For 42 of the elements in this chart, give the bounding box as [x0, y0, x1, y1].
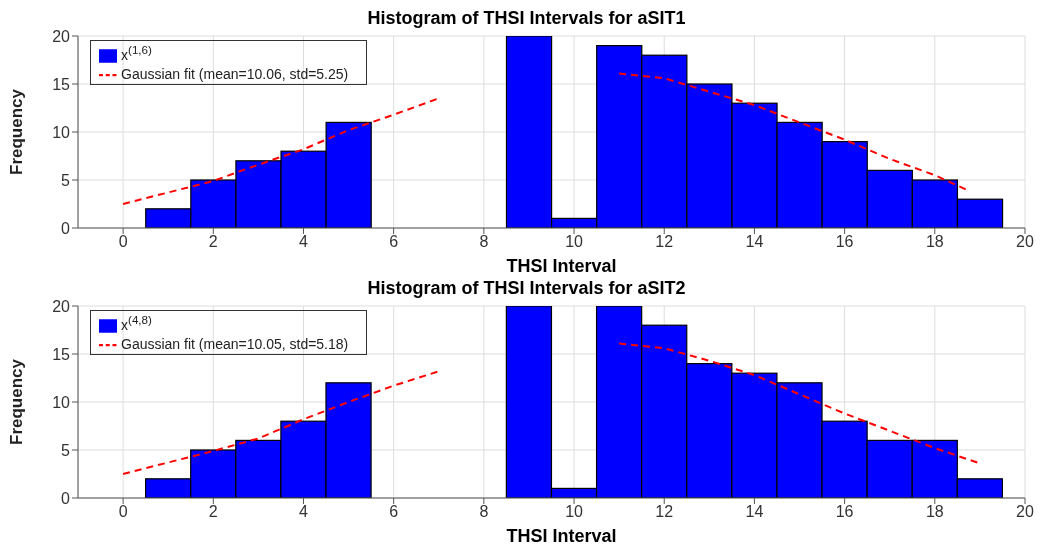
x-tick-label: 12: [655, 233, 674, 251]
chart-title: Histogram of THSI Intervals for aSIT2: [367, 278, 686, 298]
x-tick-label: 4: [299, 233, 309, 251]
y-tick-label: 15: [52, 345, 71, 363]
x-tick-label: 20: [1016, 503, 1034, 521]
y-tick-label: 0: [61, 219, 71, 237]
x-tick-label: 14: [745, 503, 764, 521]
x-tick-label: 16: [835, 233, 854, 251]
legend-label: Gaussian fit (mean=10.06, std=5.25): [121, 65, 349, 82]
x-tick-label: 8: [479, 233, 489, 251]
y-tick-label: 10: [52, 123, 71, 141]
x-tick-label: 0: [118, 503, 128, 521]
legend-label: Gaussian fit (mean=10.05, std=5.18): [121, 335, 349, 352]
x-tick-label: 4: [299, 503, 309, 521]
y-tick-label: 15: [52, 75, 71, 93]
y-tick-label: 5: [61, 441, 71, 459]
chart-title: Histogram of THSI Intervals for aSIT1: [367, 8, 686, 28]
y-tick-label: 10: [52, 393, 71, 411]
x-tick-label: 18: [925, 233, 944, 251]
x-tick-label: 8: [479, 503, 489, 521]
x-tick-label: 2: [208, 233, 218, 251]
x-axis-title: THSI Interval: [505, 526, 618, 548]
x-tick-label: 6: [389, 503, 399, 521]
legend-label: x$^{(4,8)}$: [121, 313, 152, 333]
x-tick-label: 0: [118, 233, 128, 251]
legend-label: x$^{(1,6)}$: [121, 43, 152, 63]
y-axis-title: Frequency: [7, 88, 27, 175]
x-tick-label: 12: [655, 503, 674, 521]
x-tick-label: 18: [925, 503, 944, 521]
x-tick-label: 10: [565, 503, 584, 521]
x-tick-label: 2: [208, 503, 218, 521]
x-tick-label: 6: [389, 233, 399, 251]
y-axis-title: Frequency: [7, 358, 27, 445]
x-tick-label: 16: [835, 503, 854, 521]
x-tick-label: 20: [1016, 233, 1034, 251]
y-tick-label: 0: [61, 489, 71, 507]
y-tick-label: 20: [52, 27, 71, 45]
y-tick-label: 5: [61, 171, 71, 189]
x-tick-label: 14: [745, 233, 764, 251]
x-tick-label: 10: [565, 233, 584, 251]
x-axis-title: THSI Interval: [505, 256, 618, 278]
y-tick-label: 20: [52, 297, 71, 315]
